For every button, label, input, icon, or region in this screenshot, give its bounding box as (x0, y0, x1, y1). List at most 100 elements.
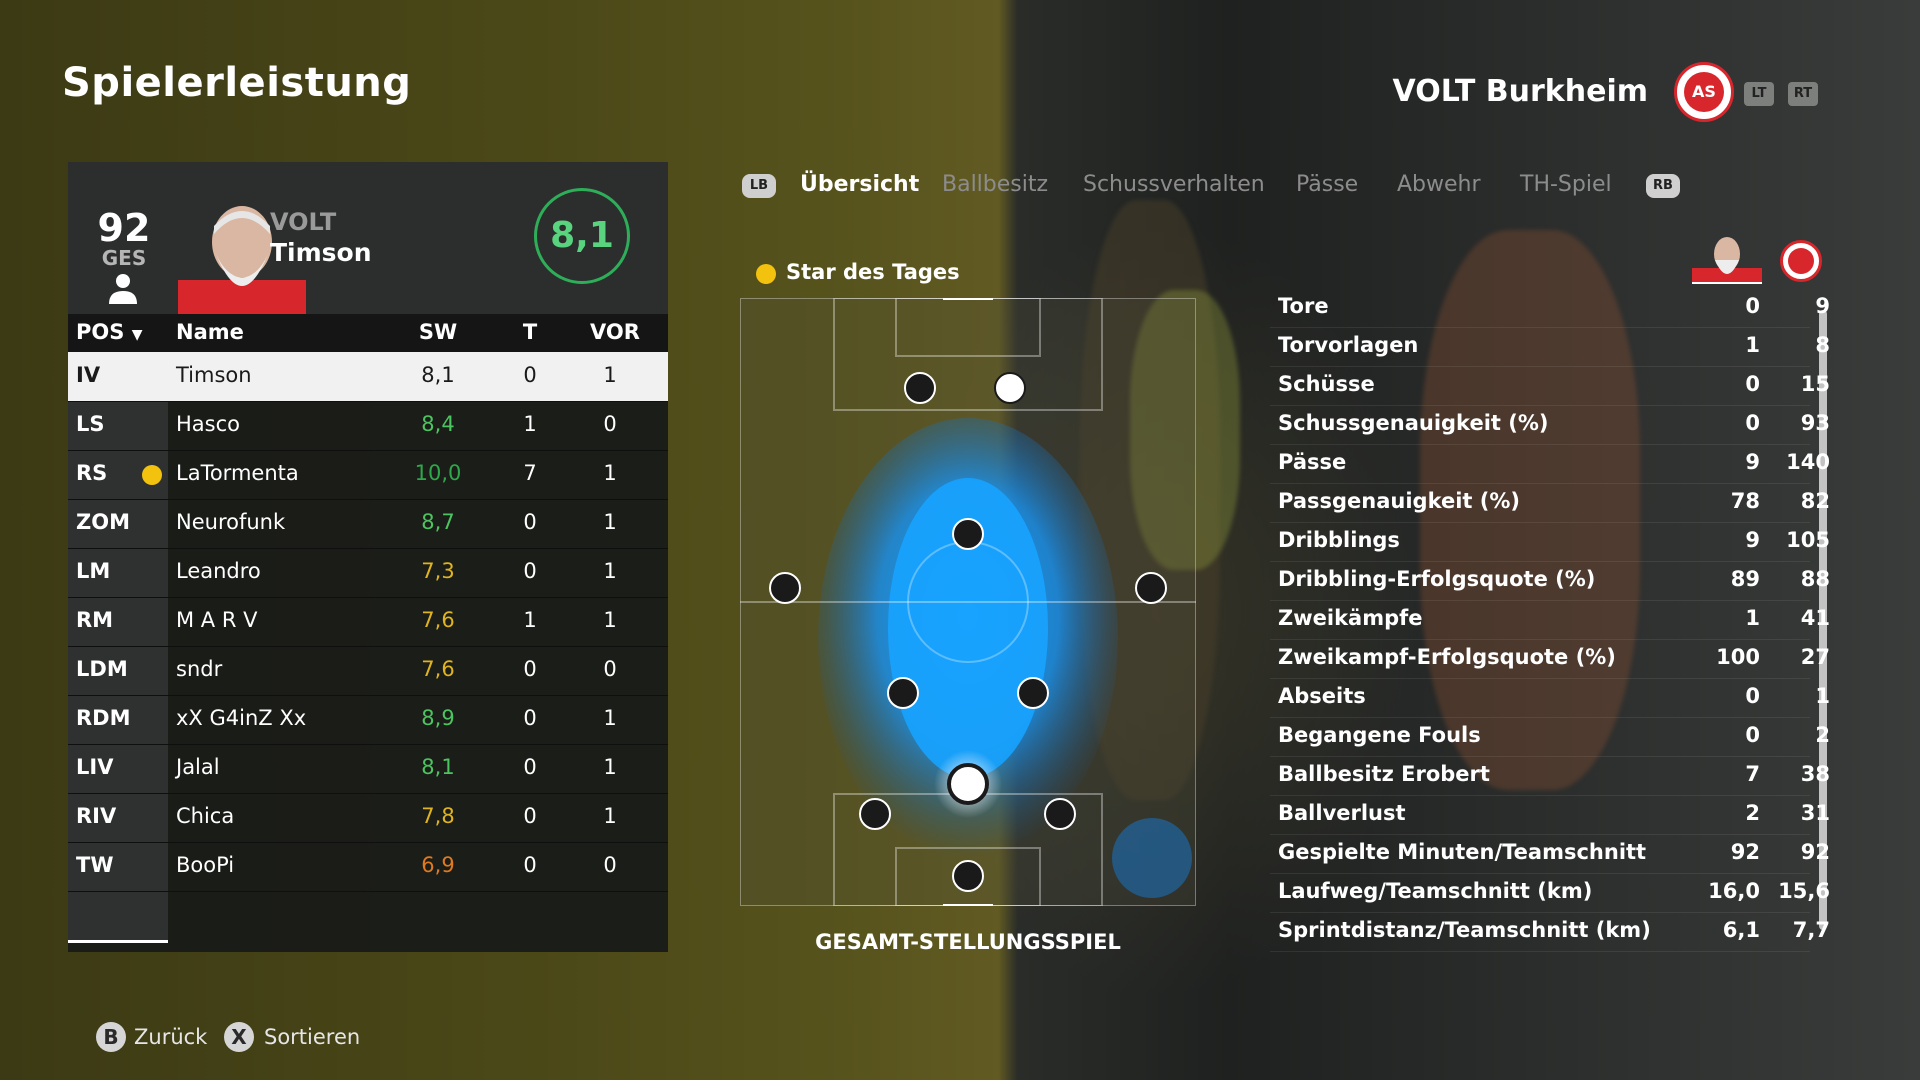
stat-label: Passgenauigkeit (%) (1278, 489, 1521, 513)
stat-row: Schüsse 0 15 (1270, 366, 1830, 406)
stat-player-value: 100 (1716, 645, 1760, 669)
table-row[interactable]: RIV Chica 7,8 0 1 (68, 793, 668, 843)
position-cell: ZOM (76, 510, 130, 534)
table-row[interactable]: LM Leandro 7,3 0 1 (68, 548, 668, 598)
goals-cell: 7 (523, 461, 537, 485)
vor-header[interactable]: VOR (590, 320, 640, 344)
lt-button[interactable]: LT (1744, 82, 1774, 106)
stat-player-value: 78 (1730, 489, 1760, 513)
t-header[interactable]: T (522, 320, 538, 344)
rating-cell: 10,0 (414, 461, 462, 485)
table-row[interactable]: LS Hasco 8,4 1 0 (68, 401, 668, 451)
tab-5[interactable]: TH-Spiel (1520, 172, 1612, 197)
table-row[interactable]: RDM xX G4inZ Xx 8,9 0 1 (68, 695, 668, 745)
lb-button[interactable]: LB (742, 174, 776, 198)
stat-label: Zweikämpfe (1278, 606, 1423, 630)
stat-player-value: 16,0 (1708, 879, 1760, 903)
stat-row: Tore 0 9 (1270, 288, 1830, 328)
stat-label: Sprintdistanz/Teamschnitt (km) (1278, 918, 1651, 942)
stat-player-value: 7 (1745, 762, 1760, 786)
stat-player-value: 2 (1745, 801, 1760, 825)
stat-label: Zweikampf-Erfolgsquote (%) (1278, 645, 1616, 669)
stat-label: Ballbesitz Erobert (1278, 762, 1490, 786)
assists-cell: 0 (603, 853, 617, 877)
rt-button[interactable]: RT (1788, 82, 1818, 106)
name-header[interactable]: Name (176, 320, 244, 344)
table-row[interactable]: ZOM Neurofunk 8,7 0 1 (68, 499, 668, 549)
back-label[interactable]: Zurück (134, 1025, 208, 1049)
stat-label: Dribblings (1278, 528, 1400, 552)
goals-cell: 1 (523, 412, 537, 436)
pitch-caption: GESAMT-STELLUNGSSPIEL (815, 930, 1121, 954)
stat-row: Passgenauigkeit (%) 78 82 (1270, 483, 1830, 523)
table-row[interactable]: LIV Jalal 8,1 0 1 (68, 744, 668, 794)
star-of-day-label: Star des Tages (786, 260, 960, 284)
tab-0[interactable]: Übersicht (800, 172, 920, 197)
marker-tw (952, 860, 984, 892)
assists-cell: 0 (603, 412, 617, 436)
marker-liv (859, 798, 891, 830)
player-name-cell: Chica (176, 804, 235, 828)
rb-button[interactable]: RB (1646, 174, 1680, 198)
player-name-cell: BooPi (176, 853, 235, 877)
stat-player-value: 0 (1745, 684, 1760, 708)
assists-cell: 1 (603, 706, 617, 730)
player-card: 92 GES VOLT Timson 8,1 (68, 162, 668, 314)
stat-label: Laufweg/Teamschnitt (km) (1278, 879, 1593, 903)
stat-player-value: 1 (1745, 606, 1760, 630)
marker-ldm (887, 677, 919, 709)
marker-zom (952, 518, 984, 550)
marker-iv-selected (947, 763, 989, 805)
star-of-day-icon (756, 264, 776, 284)
assists-cell: 1 (603, 510, 617, 534)
goals-cell: 0 (523, 804, 537, 828)
rating-cell: 8,1 (421, 363, 455, 387)
table-row[interactable]: TW BooPi 6,9 0 0 (68, 842, 668, 892)
stat-player-value: 89 (1730, 567, 1760, 591)
background-figure-right (1420, 230, 1640, 790)
scroll-indicator (68, 940, 168, 943)
stat-label: Schussgenauigkeit (%) (1278, 411, 1549, 435)
rating-cell: 6,9 (421, 853, 455, 877)
tab-3[interactable]: Pässe (1296, 172, 1359, 197)
table-row[interactable]: IV Timson 8,1 0 1 (68, 352, 668, 402)
stat-player-value: 0 (1745, 723, 1760, 747)
overall-label: GES (101, 246, 147, 270)
b-button-icon[interactable]: B (96, 1022, 126, 1052)
player-name-cell: sndr (176, 657, 223, 681)
table-row[interactable]: RS LaTormenta 10,0 7 1 (68, 450, 668, 500)
position-cell: TW (76, 853, 114, 877)
sort-pos-header[interactable]: POS ▼ (76, 320, 142, 344)
stats-scrollbar[interactable] (1819, 310, 1827, 930)
team-crest-small-icon (1780, 240, 1822, 282)
sort-label[interactable]: Sortieren (264, 1025, 361, 1049)
sw-header[interactable]: SW (418, 320, 458, 344)
table-row[interactable]: LDM sndr 7,6 0 0 (68, 646, 668, 696)
star-of-day-icon (142, 465, 162, 485)
stat-row: Pässe 9 140 (1270, 444, 1830, 484)
table-row[interactable]: RM M A R V 7,6 1 1 (68, 597, 668, 647)
assists-cell: 1 (603, 559, 617, 583)
goals-cell: 0 (523, 363, 537, 387)
position-cell: RM (76, 608, 114, 632)
x-button-icon[interactable]: X (224, 1022, 254, 1052)
player-portrait (178, 206, 306, 314)
position-cell: IV (76, 363, 101, 387)
rating-cell: 7,3 (421, 559, 455, 583)
rating-cell: 8,7 (421, 510, 455, 534)
match-rating-ring: 8,1 (534, 188, 630, 284)
stat-label: Schüsse (1278, 372, 1375, 396)
stat-row: Zweikampf-Erfolgsquote (%) 100 27 (1270, 639, 1830, 679)
position-cell: LS (76, 412, 105, 436)
tab-1[interactable]: Ballbesitz (942, 172, 1049, 197)
player-name-cell: Leandro (176, 559, 261, 583)
position-cell: RDM (76, 706, 131, 730)
stat-label: Torvorlagen (1278, 333, 1419, 357)
player-name-cell: Neurofunk (176, 510, 286, 534)
tab-4[interactable]: Abwehr (1397, 172, 1481, 197)
stat-label: Begangene Fouls (1278, 723, 1481, 747)
stat-player-value: 9 (1745, 450, 1760, 474)
stat-row: Dribblings 9 105 (1270, 522, 1830, 562)
tab-2[interactable]: Schussverhalten (1083, 172, 1265, 197)
stat-label: Gespielte Minuten/Teamschnitt (1278, 840, 1647, 864)
